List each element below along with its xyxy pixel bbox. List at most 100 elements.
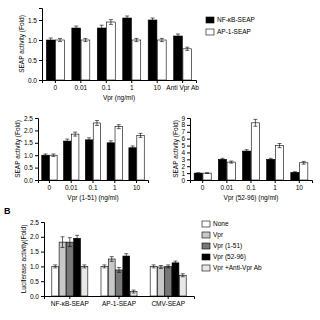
bar (227, 162, 235, 180)
x-axis-title: Vpr (ng/ml) (103, 94, 135, 102)
tick: 1 (130, 80, 134, 91)
bar (137, 135, 144, 180)
y-axis: 0.00.51.01.5 (28, 9, 43, 84)
error-bar (65, 139, 69, 143)
bar (97, 28, 106, 80)
tick: 0.5 (24, 164, 38, 171)
bar (107, 22, 116, 80)
error-bar (185, 47, 189, 50)
bar (93, 123, 100, 180)
tick-label: 0 (201, 184, 205, 191)
bar (172, 263, 179, 296)
tick: 1.0 (30, 263, 44, 270)
error-bar (125, 16, 129, 20)
error-bar (117, 125, 121, 129)
tick-label: 5 (181, 142, 185, 149)
error-bar (87, 138, 91, 142)
tick: 1 (181, 170, 190, 177)
bar (74, 238, 81, 296)
x-axis: 00.010.1110 (39, 180, 149, 191)
tick: 10 (154, 80, 162, 91)
bar (66, 242, 73, 296)
tick-mark (202, 180, 203, 183)
x-axis: NF-κB-SEAPAP-1-SEAPCMV-SEAP (45, 296, 195, 307)
plot-area (42, 120, 145, 180)
tick-mark (131, 80, 132, 83)
bar (64, 141, 71, 180)
tick: NF-κB-SEAP (51, 296, 89, 307)
tick: 2.5 (24, 115, 38, 122)
tick: 6 (181, 135, 190, 142)
bar (300, 163, 308, 180)
error-bar (302, 161, 306, 164)
bar (72, 28, 81, 80)
tick: 0.1 (88, 180, 97, 191)
tick: 0.01 (65, 180, 78, 191)
tick: 0 (48, 180, 52, 191)
axis-line (39, 9, 43, 81)
bar-series (50, 120, 145, 180)
bar (52, 266, 59, 296)
error-bar (139, 133, 143, 137)
tick: 4 (181, 149, 190, 156)
bar (81, 266, 88, 296)
tick-mark (187, 173, 190, 174)
tick: 0 (181, 177, 190, 184)
tick: 10 (296, 180, 304, 191)
error-bar (151, 18, 155, 22)
tick-mark (187, 139, 190, 140)
legend-item: NF-κB-SEAP (206, 16, 255, 23)
error-bar (100, 25, 104, 31)
tick-mark (35, 180, 38, 181)
tick-mark (39, 80, 42, 81)
tick-label: 1.5 (28, 17, 37, 24)
legend-swatch (206, 29, 214, 35)
error-bar (131, 146, 135, 149)
error-bar (205, 172, 209, 174)
tick-mark (41, 252, 44, 253)
error-bar (102, 265, 106, 268)
tick-mark (187, 125, 190, 126)
tick-mark (119, 296, 120, 299)
tick-label: 0.0 (28, 77, 37, 84)
tick-mark (187, 152, 190, 153)
tick: 1.5 (24, 139, 38, 146)
tick: 8 (181, 121, 190, 128)
bar-series (203, 119, 308, 180)
plot-area (46, 16, 191, 80)
panel: 0.00.51.01.500.010.1110Anti Vpr AbVpr (n… (18, 9, 254, 103)
tick-label: 0.0 (30, 293, 39, 300)
tick-mark (93, 180, 94, 183)
bar-series (66, 238, 171, 296)
tick-label: 2 (181, 163, 185, 170)
error-bar (74, 26, 78, 30)
tick: 0.0 (30, 293, 44, 300)
tick-mark (251, 180, 252, 183)
bar (267, 159, 275, 180)
tick-mark (41, 296, 44, 297)
bar (291, 172, 299, 180)
tick: CMV-SEAP (151, 296, 185, 307)
bar-series (56, 20, 192, 80)
error-bar (110, 257, 114, 262)
tick-mark (41, 266, 44, 267)
x-axis: 00.010.1110 (191, 180, 313, 191)
axis-line (35, 119, 39, 181)
tick: 0.0 (24, 177, 38, 184)
bar-series (59, 237, 164, 296)
bar (157, 267, 164, 296)
legend-swatch (202, 254, 210, 260)
error-bar (109, 141, 113, 145)
figure: 0.00.51.01.500.010.1110Anti Vpr AbVpr (n… (0, 0, 320, 320)
tick-label: 3 (181, 156, 185, 163)
tick-mark (35, 155, 38, 156)
bar (101, 266, 108, 296)
tick-label: 1 (113, 184, 117, 191)
tick-mark (299, 180, 300, 183)
error-bar (43, 154, 47, 156)
tick: 9 (181, 115, 190, 122)
tick: 1.5 (30, 248, 44, 255)
tick-mark (136, 180, 137, 183)
error-bar (152, 265, 156, 268)
error-bar (293, 172, 297, 173)
